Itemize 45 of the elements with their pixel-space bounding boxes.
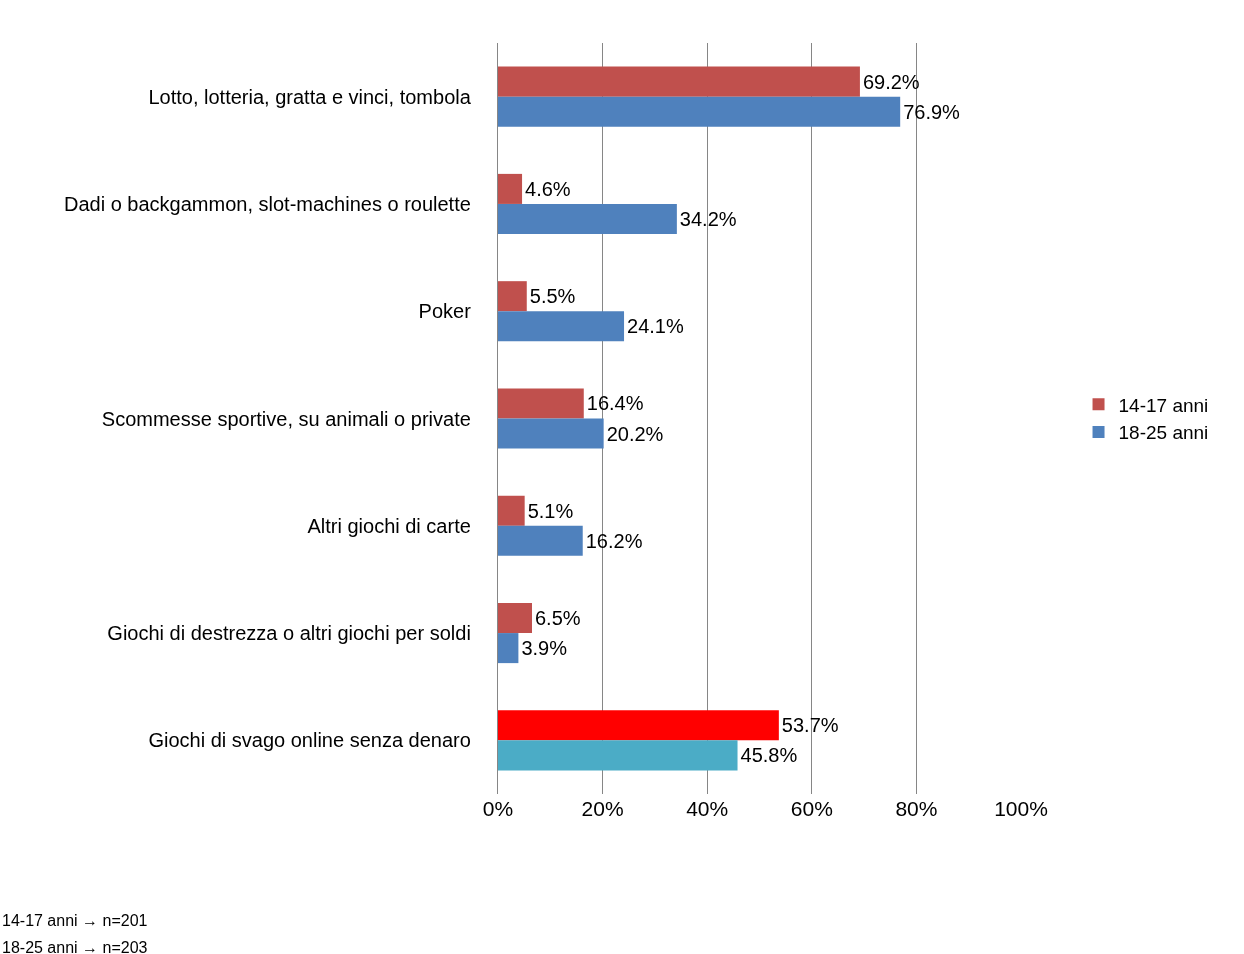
x-tick-label: 40% — [686, 797, 729, 820]
y-tick-label: Giochi di svago online senza denaro — [148, 729, 471, 752]
text: 18-25 anni → n=203 — [2, 939, 148, 954]
bar — [498, 281, 527, 312]
x-tick-label: 0% — [482, 797, 514, 820]
bar — [498, 525, 583, 556]
bar — [498, 388, 584, 419]
data-label: 45.8% — [740, 744, 798, 767]
bar — [498, 66, 860, 97]
y-tick-label: Giochi di destrezza o altri giochi per soldi — [107, 622, 471, 645]
data-label: 24.1% — [627, 315, 684, 338]
data-label: 3.9% — [521, 637, 568, 660]
data-label: 6.5% — [535, 607, 581, 630]
data-label: 20.2% — [606, 422, 664, 445]
bar — [498, 173, 523, 204]
x-tick-label: 60% — [790, 797, 833, 820]
y-tick-label: Altri giochi di carte — [307, 514, 471, 537]
x-tick-label: 20% — [581, 797, 624, 820]
y-tick-label: Lotto, lotteria, gratta e vinci, tombola — [148, 85, 472, 108]
text: 14-17 anni → n=201 — [2, 912, 148, 929]
y-tick-label: Dadi o backgammon, slot-machines o roulette — [63, 192, 471, 215]
bar — [498, 495, 525, 526]
legend-label: 18-25 anni — [1118, 422, 1209, 444]
bar — [498, 418, 604, 449]
y-tick-label: Poker — [418, 300, 472, 323]
bar — [498, 96, 901, 127]
data-label: 34.2% — [679, 207, 737, 230]
bar — [498, 603, 532, 634]
data-label: 4.6% — [525, 177, 571, 200]
bar — [498, 740, 738, 771]
x-tick-label: 100% — [994, 797, 1048, 820]
data-label: 53.7% — [781, 714, 839, 737]
y-tick-label: Scommesse sportive, su animali o private — [101, 407, 471, 430]
data-label: 69.2% — [862, 70, 920, 93]
data-label: 16.2% — [585, 529, 643, 552]
data-label: 5.5% — [529, 285, 576, 308]
x-tick-label: 80% — [895, 797, 938, 820]
data-label: 16.4% — [586, 392, 644, 415]
bar — [498, 311, 625, 342]
bar — [498, 203, 677, 234]
data-label: 5.1% — [527, 499, 574, 522]
bar — [498, 633, 519, 664]
bar — [498, 710, 779, 741]
data-label: 76.9% — [903, 100, 961, 123]
legend-label: 14-17 anni — [1118, 394, 1209, 416]
